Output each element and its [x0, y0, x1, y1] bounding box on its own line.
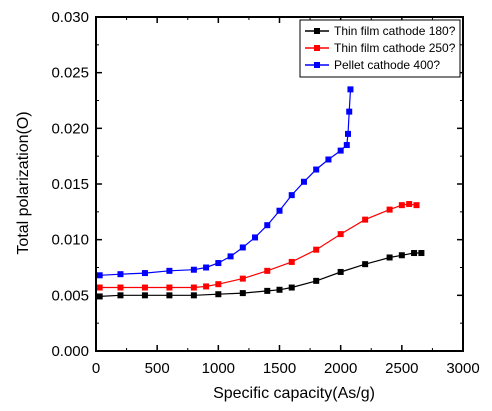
data-point — [96, 272, 103, 279]
y-tick-label: 0.030 — [51, 9, 89, 26]
data-point — [406, 201, 413, 208]
data-point — [190, 292, 197, 299]
x-axis-title: Specific capacity(As/g) — [213, 385, 375, 402]
data-point — [96, 284, 103, 291]
y-tick-label: 0.000 — [51, 343, 89, 360]
data-point — [337, 147, 344, 154]
x-tick-label: 500 — [145, 360, 170, 377]
data-point — [117, 271, 124, 278]
data-point — [276, 207, 283, 214]
data-point — [398, 202, 405, 209]
y-tick-label: 0.010 — [51, 232, 89, 249]
data-point — [386, 206, 393, 213]
y-tick-label: 0.005 — [51, 287, 89, 304]
x-tick-label: 3000 — [446, 360, 479, 377]
legend-label: Thin film cathode 250? — [334, 41, 456, 55]
data-point — [276, 286, 283, 293]
y-tick-label: 0.025 — [51, 65, 89, 82]
data-point — [418, 250, 425, 257]
data-point — [141, 292, 148, 299]
data-point — [264, 267, 271, 274]
data-point — [215, 260, 222, 267]
data-point — [362, 216, 369, 223]
series-2 — [96, 201, 420, 291]
data-point — [96, 293, 103, 300]
axes: 0 500 1000 1500 2000 2500 3000 0.000 0.005 0.010 0… — [51, 9, 479, 377]
data-point — [117, 292, 124, 299]
plot-area — [96, 86, 425, 300]
data-point — [288, 284, 295, 291]
data-point — [252, 234, 259, 241]
data-point — [347, 86, 354, 93]
legend-marker — [314, 28, 320, 34]
data-point — [264, 287, 271, 294]
data-point — [239, 275, 246, 282]
legend-item: Thin film cathode 250? — [305, 41, 456, 55]
x-tick-label: 2000 — [324, 360, 357, 377]
data-point — [313, 277, 320, 284]
series-1 — [96, 250, 425, 300]
data-point — [337, 268, 344, 275]
data-point — [346, 108, 353, 115]
legend: Thin film cathode 180? Thin film cathode … — [299, 19, 461, 78]
data-point — [386, 254, 393, 261]
data-point — [411, 250, 418, 257]
y-axis-title: Total polarization(O) — [15, 111, 32, 254]
data-point — [215, 291, 222, 298]
data-point — [239, 244, 246, 251]
x-tick-label: 0 — [92, 360, 100, 377]
legend-item: Pellet cathode 400? — [305, 58, 440, 72]
series-line — [99, 89, 352, 276]
data-point — [325, 156, 332, 163]
data-point — [264, 222, 271, 229]
data-point — [288, 192, 295, 199]
x-tick-label: 2500 — [385, 360, 418, 377]
x-tick-label: 1500 — [263, 360, 296, 377]
data-point — [227, 253, 234, 260]
legend-label: Thin film cathode 180? — [334, 24, 456, 38]
y-tick-label: 0.015 — [51, 176, 89, 193]
data-point — [117, 284, 124, 291]
data-point — [345, 130, 352, 137]
data-point — [343, 142, 350, 149]
data-point — [300, 178, 307, 185]
legend-item: Thin film cathode 180? — [305, 24, 456, 38]
series-3 — [96, 86, 354, 279]
data-point — [166, 284, 173, 291]
data-point — [413, 202, 420, 209]
x-tick-label: 1000 — [202, 360, 235, 377]
legend-label: Pellet cathode 400? — [334, 58, 440, 72]
data-point — [239, 290, 246, 297]
data-point — [141, 270, 148, 277]
legend-marker — [314, 45, 320, 51]
data-point — [398, 252, 405, 259]
data-point — [190, 284, 197, 291]
data-point — [166, 292, 173, 299]
data-point — [362, 261, 369, 268]
data-point — [313, 166, 320, 173]
legend-marker — [314, 62, 320, 68]
data-point — [203, 283, 210, 290]
data-point — [166, 267, 173, 274]
data-point — [313, 246, 320, 253]
data-point — [337, 231, 344, 238]
data-point — [190, 266, 197, 273]
y-tick-label: 0.020 — [51, 120, 89, 137]
data-point — [203, 264, 210, 271]
data-point — [141, 284, 148, 291]
data-point — [215, 281, 222, 288]
series-line — [99, 252, 422, 297]
data-point — [288, 258, 295, 265]
